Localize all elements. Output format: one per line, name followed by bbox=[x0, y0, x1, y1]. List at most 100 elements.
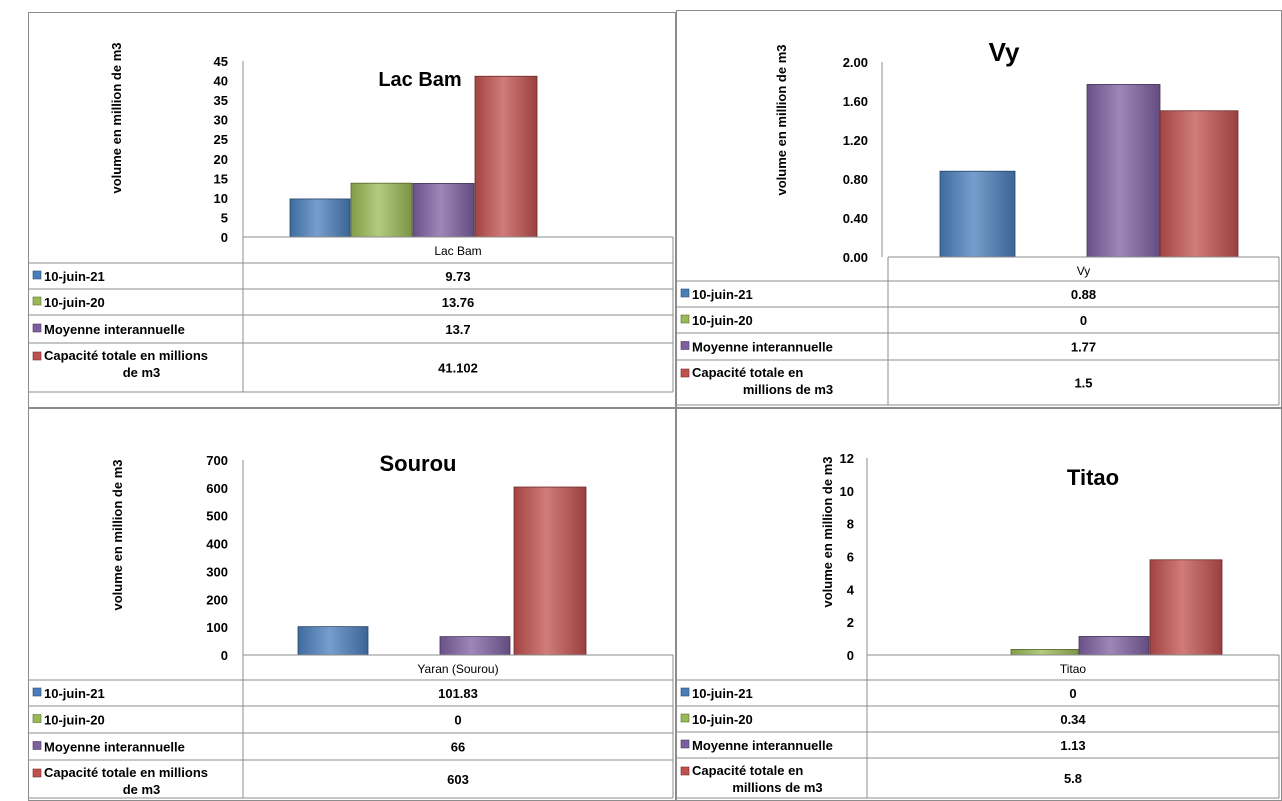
legend-label-s4: Capacité totale en millions bbox=[44, 348, 208, 363]
y-tick-label: 30 bbox=[214, 113, 228, 128]
legend-swatch-s1 bbox=[680, 687, 690, 697]
legend-label-s4-line2: de m3 bbox=[123, 782, 161, 797]
y-tick-label: 2 bbox=[847, 615, 854, 630]
y-tick-label: 40 bbox=[214, 74, 228, 89]
legend-swatch-s3 bbox=[680, 739, 690, 749]
chart-title: Titao bbox=[1067, 465, 1119, 490]
data-value-s2: 13.76 bbox=[442, 295, 475, 310]
y-tick-label: 2.00 bbox=[843, 55, 868, 70]
legend-label-s3: Moyenne interannuelle bbox=[692, 340, 833, 355]
y-tick-label: 0.80 bbox=[843, 172, 868, 187]
bar-s4 bbox=[1149, 559, 1223, 656]
bar-s4 bbox=[1159, 110, 1239, 258]
legend-label-s4-line2: de m3 bbox=[123, 365, 161, 380]
y-axis-label: volume en million de m3 bbox=[820, 457, 835, 608]
y-tick-label: 20 bbox=[214, 152, 228, 167]
data-value-s3: 66 bbox=[451, 740, 465, 755]
data-value-s4: 5.8 bbox=[1064, 771, 1082, 786]
legend-swatch-s1 bbox=[32, 270, 42, 280]
legend-swatch-s3 bbox=[680, 341, 690, 350]
legend-label-s3: Moyenne interannuelle bbox=[44, 740, 185, 755]
legend-label-s2: 10-juin-20 bbox=[44, 713, 105, 728]
bar-s1 bbox=[297, 626, 369, 656]
data-value-s2: 0.34 bbox=[1060, 712, 1086, 727]
bar-s4 bbox=[513, 486, 587, 656]
legend-swatch-s4 bbox=[680, 368, 690, 378]
legend-label-s1: 10-juin-21 bbox=[692, 287, 753, 302]
category-label: Titao bbox=[1060, 662, 1087, 676]
chart-title: Sourou bbox=[380, 451, 457, 476]
category-label: Lac Bam bbox=[434, 244, 481, 258]
y-tick-label: 45 bbox=[214, 54, 228, 69]
legend-label-s1: 10-juin-21 bbox=[44, 269, 105, 284]
legend-swatch-s3 bbox=[32, 741, 42, 750]
category-label: Yaran (Sourou) bbox=[417, 662, 498, 676]
legend-swatch-s2 bbox=[32, 296, 42, 306]
legend-label-s3: Moyenne interannuelle bbox=[692, 738, 833, 753]
data-value-s3: 13.7 bbox=[445, 322, 470, 337]
legend-label-s4-line2: millions de m3 bbox=[732, 780, 822, 795]
chart-title: Vy bbox=[989, 37, 1020, 67]
y-tick-label: 500 bbox=[206, 509, 228, 524]
y-axis-label: volume en million de m3 bbox=[110, 460, 125, 611]
legend-label-s1: 10-juin-21 bbox=[44, 686, 105, 701]
data-value-s1: 0.88 bbox=[1071, 287, 1096, 302]
bar-s3 bbox=[1078, 636, 1150, 656]
legend-label-s1: 10-juin-21 bbox=[692, 686, 753, 701]
data-value-s1: 9.73 bbox=[445, 269, 470, 284]
legend-swatch-s2 bbox=[32, 714, 42, 723]
bar-s2 bbox=[1010, 649, 1080, 656]
legend-swatch-s2 bbox=[680, 314, 690, 324]
y-axis-label: volume en million de m3 bbox=[109, 43, 124, 194]
y-tick-label: 4 bbox=[847, 582, 855, 597]
y-tick-label: 10 bbox=[214, 191, 228, 206]
legend-swatch-s4 bbox=[32, 768, 42, 778]
y-tick-label: 5 bbox=[221, 210, 228, 225]
y-tick-label: 1.60 bbox=[843, 94, 868, 109]
legend-label-s2: 10-juin-20 bbox=[692, 313, 753, 328]
y-tick-label: 25 bbox=[214, 132, 228, 147]
y-tick-label: 0 bbox=[847, 648, 854, 663]
data-value-s4: 1.5 bbox=[1074, 376, 1092, 391]
legend-swatch-s1 bbox=[680, 288, 690, 298]
bar-s3 bbox=[1086, 84, 1161, 258]
data-value-s3: 1.77 bbox=[1071, 340, 1096, 355]
y-tick-label: 10 bbox=[840, 484, 854, 499]
y-tick-label: 0.40 bbox=[843, 211, 868, 226]
y-tick-label: 6 bbox=[847, 550, 854, 565]
legend-label-s2: 10-juin-20 bbox=[692, 712, 753, 727]
legend-swatch-s4 bbox=[32, 351, 42, 361]
category-label: Vy bbox=[1077, 264, 1091, 278]
y-tick-label: 12 bbox=[840, 451, 854, 466]
y-tick-label: 0 bbox=[221, 230, 228, 245]
y-tick-label: 700 bbox=[206, 453, 228, 468]
y-tick-label: 8 bbox=[847, 517, 854, 532]
data-value-s4: 603 bbox=[447, 772, 469, 787]
legend-label-s2: 10-juin-20 bbox=[44, 295, 105, 310]
data-value-s2: 0 bbox=[1080, 313, 1087, 328]
legend-label-s4: Capacité totale en bbox=[692, 763, 803, 778]
bar-s4 bbox=[474, 75, 538, 238]
legend-label-s3: Moyenne interannuelle bbox=[44, 322, 185, 337]
y-tick-label: 0.00 bbox=[843, 250, 868, 265]
data-value-s4: 41.102 bbox=[438, 361, 478, 376]
legend-swatch-s2 bbox=[680, 713, 690, 723]
y-tick-label: 0 bbox=[221, 648, 228, 663]
bar-s3 bbox=[412, 183, 475, 238]
data-value-s3: 1.13 bbox=[1060, 738, 1085, 753]
y-tick-label: 400 bbox=[206, 537, 228, 552]
legend-swatch-s4 bbox=[680, 766, 690, 776]
y-tick-label: 35 bbox=[214, 93, 228, 108]
legend-swatch-s1 bbox=[32, 687, 42, 697]
data-value-s1: 101.83 bbox=[438, 686, 478, 701]
y-axis-label: volume en million de m3 bbox=[774, 45, 789, 196]
y-tick-label: 1.20 bbox=[843, 133, 868, 148]
data-value-s1: 0 bbox=[1069, 686, 1076, 701]
legend-label-s4-line2: millions de m3 bbox=[743, 382, 833, 397]
y-tick-label: 200 bbox=[206, 592, 228, 607]
y-tick-label: 300 bbox=[206, 564, 228, 579]
bar-s1 bbox=[939, 170, 1016, 258]
legend-swatch-s3 bbox=[32, 323, 42, 333]
y-tick-label: 600 bbox=[206, 481, 228, 496]
y-tick-label: 100 bbox=[206, 620, 228, 635]
